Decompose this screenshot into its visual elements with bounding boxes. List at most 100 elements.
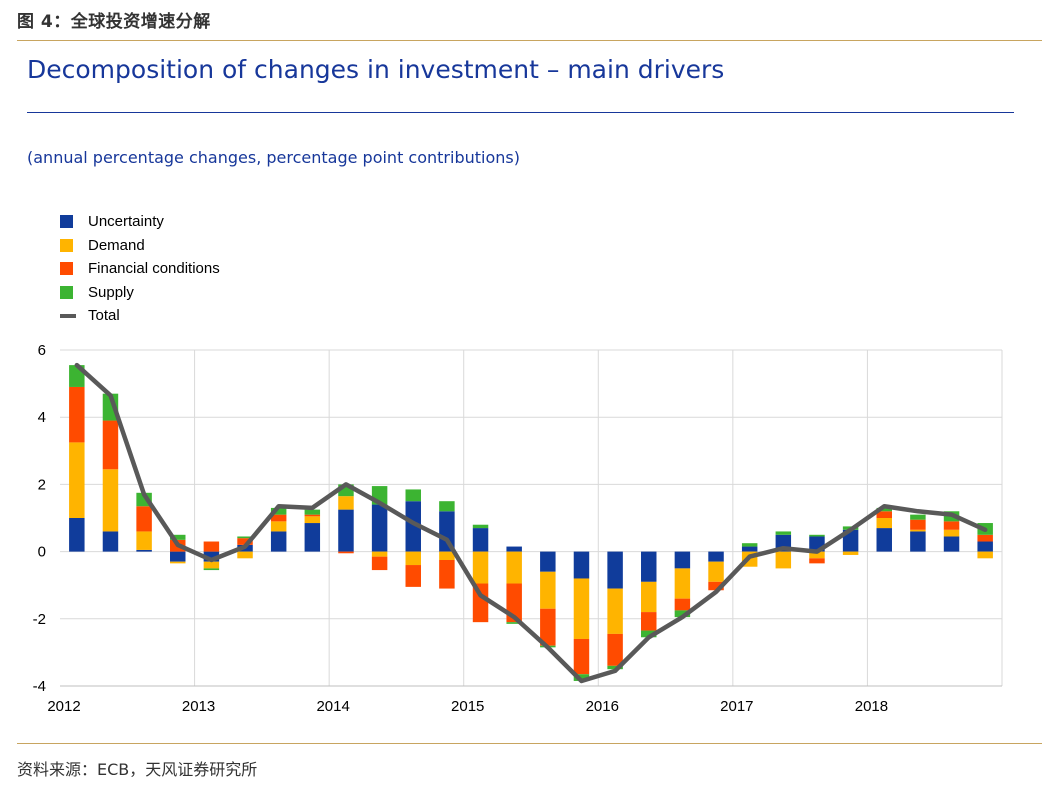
y-tick-label: 2 [38,476,46,493]
bar-supply [876,507,892,512]
x-tick-label: 2017 [720,698,753,715]
bar-uncertainty [270,531,287,552]
chart-legend: Uncertainty Demand Financial conditions … [60,210,220,328]
bar-financial-conditions [203,541,220,552]
y-tick-label: 4 [38,409,46,426]
total-line [74,362,988,684]
x-tick-label: 2013 [182,698,215,715]
bar-supply [809,534,825,537]
bar-financial-conditions [102,420,119,470]
bar-demand [270,521,287,532]
bar-supply [405,489,421,502]
bar-financial-conditions [338,551,354,554]
bar-financial-conditions [136,506,152,532]
bar-supply [910,514,926,520]
bar-uncertainty [506,546,522,552]
bar-supply [607,665,623,670]
bar-financial-conditions [270,514,287,522]
bar-demand [607,588,623,634]
bar-uncertainty [910,531,926,552]
bar-uncertainty [69,518,85,552]
bar-demand [304,516,321,524]
bar-demand [809,551,825,559]
bar-uncertainty [943,536,960,552]
bar-demand [170,561,186,564]
legend-item-financial-conditions: Financial conditions [60,257,220,281]
legend-swatch-total [60,313,76,318]
bar-supply [439,501,455,512]
bar-demand [472,551,489,584]
legend-swatch-financial-conditions [60,262,73,276]
bar-supply [472,524,489,529]
bar-supply [237,536,253,539]
bar-supply [170,534,186,540]
bar-financial-conditions [910,519,926,530]
bar-demand [439,551,455,560]
bar-demand [338,496,354,510]
legend-item-total: Total [60,304,220,328]
bar-uncertainty [641,551,657,582]
bar-demand [977,551,993,559]
x-tick-label: 2015 [451,698,484,715]
legend-swatch-demand [60,238,73,252]
y-tick-label: -4 [33,678,46,695]
bar-financial-conditions [708,581,724,591]
bar-uncertainty [876,528,892,552]
bar-financial-conditions [540,608,556,646]
bar-financial-conditions [809,558,825,564]
caption-rule [17,40,1042,41]
bar-demand [943,529,960,537]
bar-supply [641,630,657,638]
legend-item-uncertainty: Uncertainty [60,210,220,234]
bar-supply [775,531,792,535]
bar-financial-conditions [876,511,892,518]
bar-demand [405,551,421,566]
x-tick-label: 2018 [855,698,888,715]
bar-uncertainty [371,504,388,552]
bar-demand [540,571,556,609]
bar-supply [506,622,522,624]
bar-uncertainty [102,531,119,552]
bar-uncertainty [842,529,859,552]
figure-caption: 图 4：全球投资增速分解 [17,12,211,32]
bar-demand [573,578,590,639]
source-rule [17,743,1042,744]
title-rule [27,112,1014,113]
bar-financial-conditions [304,514,321,517]
y-tick-label: 0 [38,544,46,561]
bar-uncertainty [573,551,590,579]
legend-item-supply: Supply [60,281,220,305]
bar-demand [910,529,926,532]
bar-supply [270,507,287,515]
legend-swatch-uncertainty [60,215,73,229]
bar-financial-conditions [607,633,623,666]
bar-uncertainty [674,551,691,569]
bar-uncertainty [708,551,724,562]
bar-demand [69,442,85,518]
bar-supply [573,674,590,681]
legend-swatch-supply [60,285,73,299]
x-tick-label: 2014 [316,698,349,715]
bar-uncertainty [439,511,455,552]
bar-financial-conditions [371,556,388,571]
bar-financial-conditions [943,521,960,530]
bar-demand [674,568,691,599]
bar-financial-conditions [641,612,657,631]
bar-demand [775,551,792,569]
bar-financial-conditions [439,560,455,589]
legend-label-supply: Supply [88,283,134,301]
y-tick-label: 6 [38,342,46,359]
legend-item-demand: Demand [60,234,220,258]
source-note: 资料来源：ECB，天风证券研究所 [17,760,258,779]
bar-supply [304,509,321,515]
bar-supply [203,568,220,571]
bar-demand [371,551,388,557]
bar-supply [338,484,354,497]
bar-financial-conditions [977,534,993,542]
bar-demand [102,469,119,532]
bar-demand [237,551,253,559]
chart-title: Decomposition of changes in investment –… [27,55,725,84]
bar-uncertainty [472,528,489,552]
bar-uncertainty [338,509,354,552]
bar-uncertainty [203,551,220,562]
